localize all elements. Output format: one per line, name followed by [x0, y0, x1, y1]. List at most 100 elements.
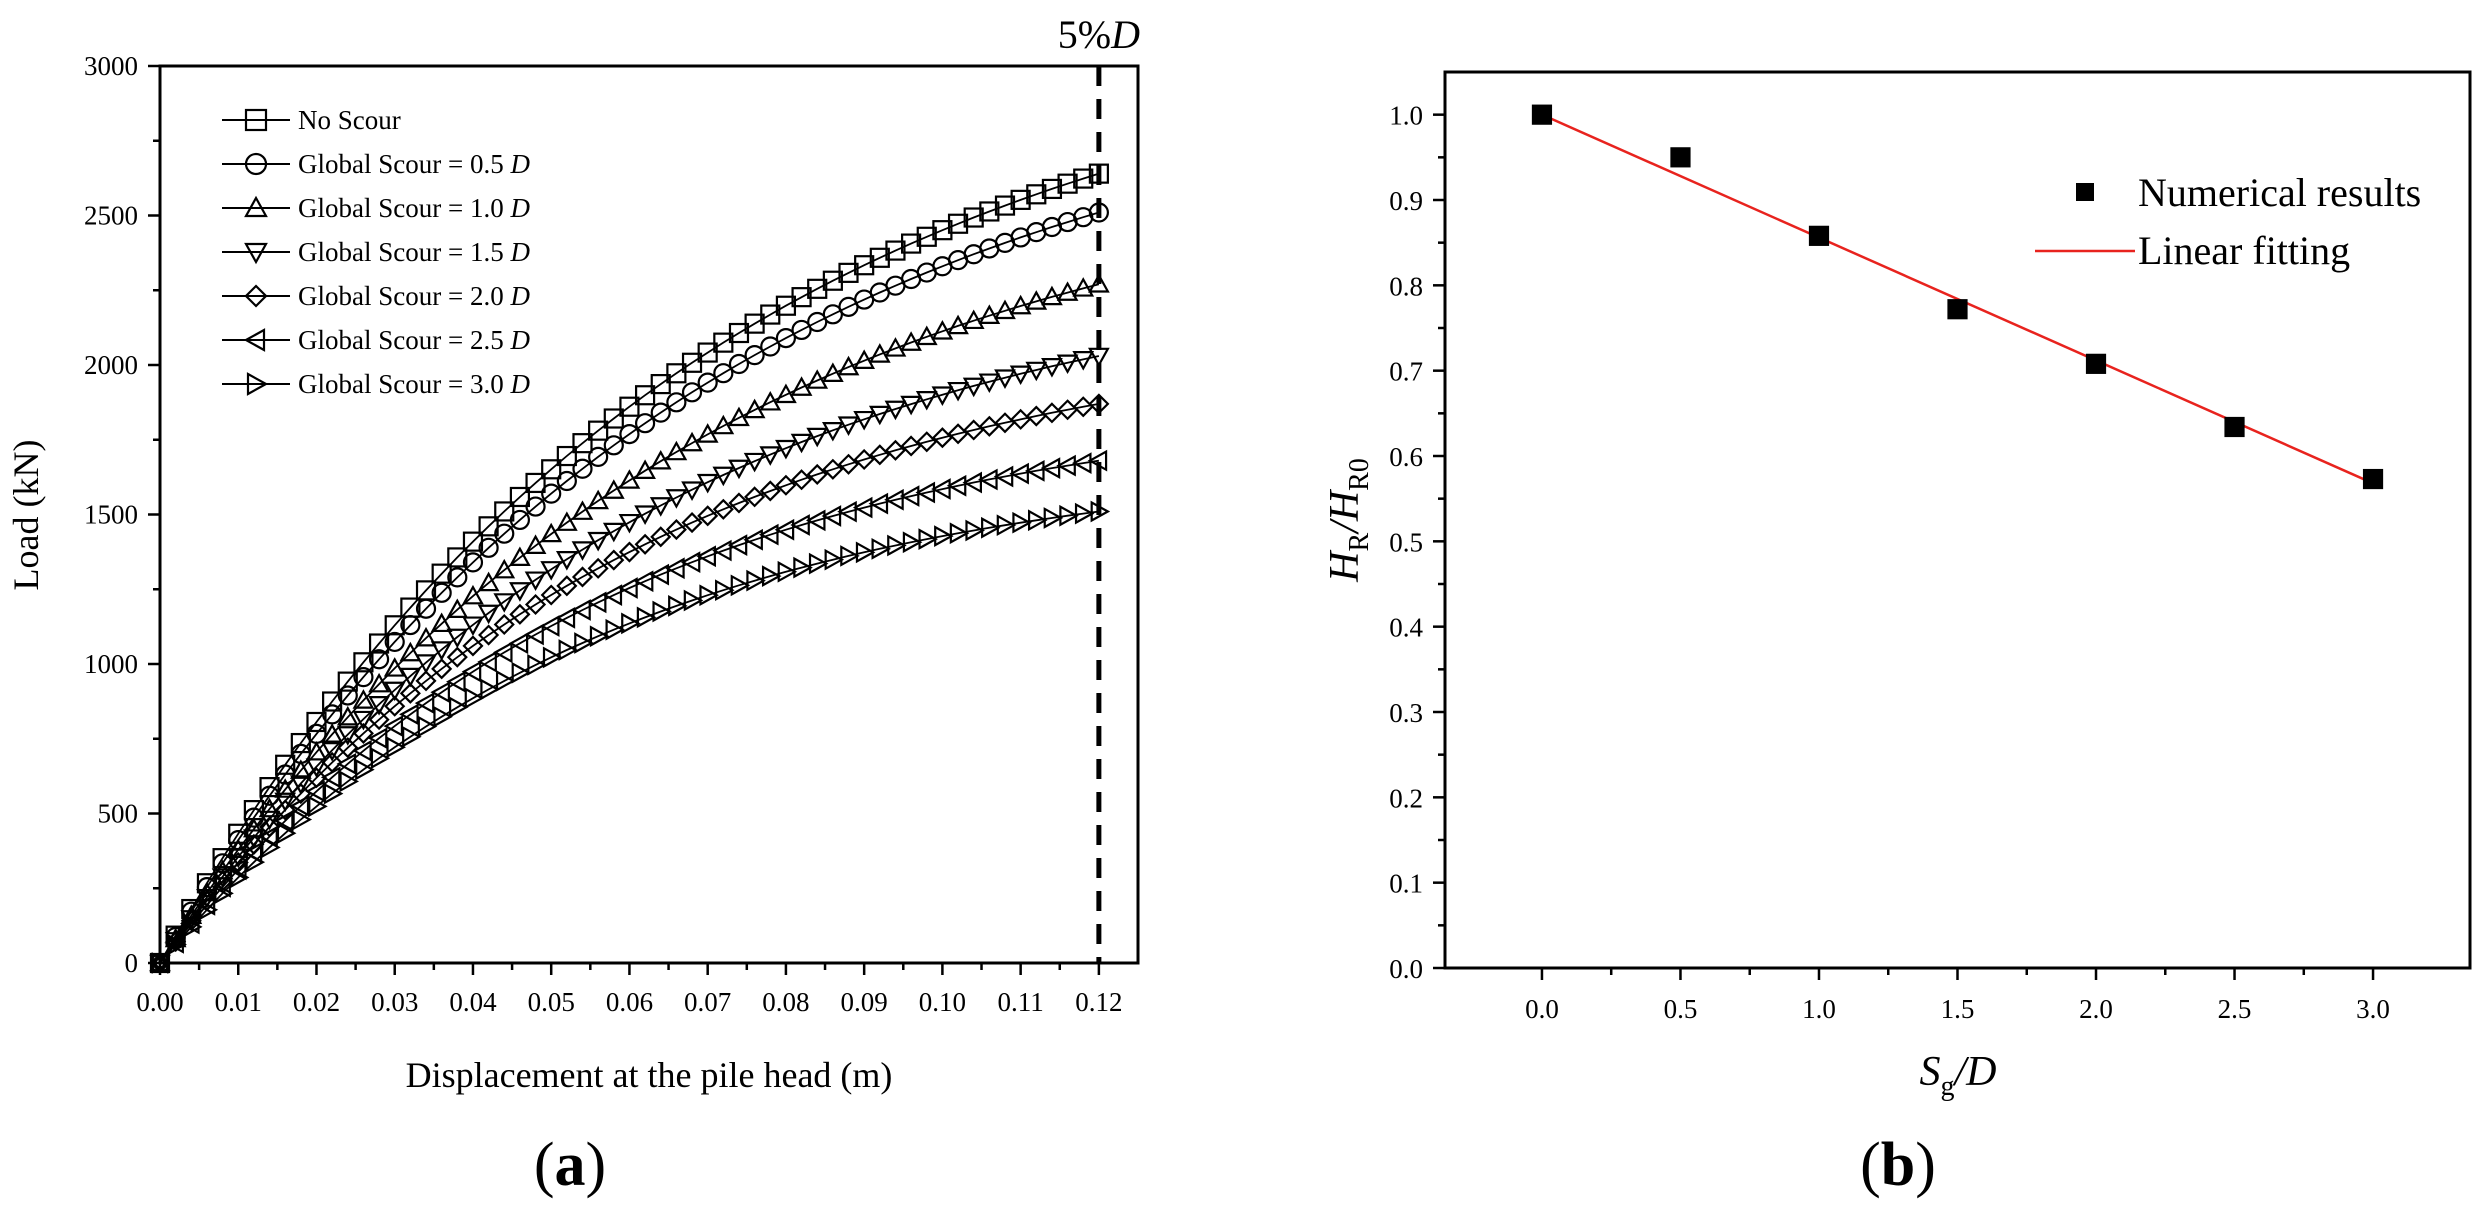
data-marker: [431, 582, 452, 603]
data-marker: [932, 220, 953, 241]
data-marker: [712, 539, 732, 562]
data-marker: [383, 657, 406, 677]
data-marker: [571, 566, 594, 588]
data-marker: [399, 641, 422, 662]
data-marker: [978, 373, 1001, 394]
data-marker: [668, 595, 688, 617]
data-marker: [386, 736, 406, 759]
data-marker: [743, 398, 766, 419]
chart-a-x-ticks: 0.00 0.01 0.02 0.03 0.04 0.05 0.06 0.07 0.08 0.09…: [136, 963, 1123, 1017]
data-marker: [837, 355, 860, 376]
data-marker: [462, 584, 484, 605]
series-line: [159, 172, 1100, 964]
data-marker: [245, 851, 266, 874]
x-tick-label: 0.10: [919, 987, 966, 1017]
data-marker: [918, 528, 939, 551]
data-marker: [978, 468, 998, 491]
data-marker: [665, 519, 687, 541]
data-marker: [790, 376, 813, 396]
data-marker: [852, 496, 873, 519]
data-marker: [979, 201, 1000, 222]
series-line: [159, 510, 1100, 964]
data-marker: [477, 604, 500, 625]
data-marker: [446, 598, 469, 619]
data-point: [1531, 104, 1553, 125]
legend-label: Global Scour = 0.5 D: [298, 149, 530, 179]
data-marker: [462, 635, 484, 657]
data-marker: [1040, 457, 1061, 480]
data-marker: [681, 431, 703, 452]
data-marker: [884, 488, 904, 511]
data-marker: [384, 615, 405, 636]
legend-label: Global Scour = 2.5 D: [298, 325, 530, 355]
y-tick-label: 1.0: [1389, 101, 1423, 131]
data-marker: [1071, 452, 1092, 474]
data-marker: [540, 561, 563, 581]
x-tick-label: 0.08: [762, 987, 809, 1017]
data-marker: [900, 435, 922, 457]
data-marker: [258, 810, 281, 831]
data-marker: [258, 797, 281, 818]
data-marker: [367, 727, 388, 750]
data-point: [2224, 416, 2245, 438]
y-tick-label: 0.1: [1389, 869, 1423, 899]
y-tick-label: 2500: [84, 201, 138, 231]
data-marker: [305, 780, 325, 803]
data-marker: [462, 616, 484, 637]
data-marker: [589, 625, 610, 648]
data-marker: [618, 469, 641, 489]
data-marker: [368, 709, 390, 731]
data-marker: [962, 377, 985, 398]
data-marker: [650, 373, 671, 395]
data-marker: [900, 331, 922, 351]
data-marker: [1025, 290, 1048, 310]
data-marker: [274, 799, 296, 821]
data-marker: [602, 522, 625, 543]
data-marker: [869, 444, 891, 466]
data-marker: [962, 471, 982, 494]
data-marker: [915, 390, 938, 411]
data-marker: [681, 352, 703, 373]
data-marker: [837, 500, 857, 523]
data-marker: [525, 496, 546, 517]
y-tick-label: 0.9: [1389, 186, 1423, 216]
data-marker: [618, 513, 641, 534]
data-point: [1947, 299, 1968, 320]
y-tick-label: 0.2: [1389, 783, 1423, 813]
series-0: [149, 163, 1109, 974]
data-marker: [759, 446, 782, 466]
legend-label: Global Scour = 2.0 D: [298, 281, 530, 311]
data-marker: [261, 836, 281, 859]
data-marker: [806, 463, 828, 485]
data-marker: [728, 406, 750, 427]
data-marker: [447, 567, 468, 588]
data-marker: [415, 654, 437, 674]
data-marker: [634, 385, 656, 406]
data-marker: [571, 541, 594, 561]
data-marker: [195, 894, 216, 916]
data-marker: [743, 528, 763, 551]
data-marker: [370, 747, 391, 770]
chart-b-x-axis-label: Sg/D: [1920, 1049, 1997, 1102]
data-marker: [981, 516, 1001, 539]
data-marker: [587, 489, 610, 510]
data-marker: [681, 382, 703, 403]
data-marker: [916, 431, 938, 453]
data-marker: [916, 226, 937, 247]
data-marker: [571, 599, 591, 621]
legend-label: No Scour: [298, 105, 401, 135]
data-marker: [649, 497, 672, 517]
data-marker: [541, 483, 562, 504]
chart-a-annotation: 5%D: [1058, 12, 1140, 57]
data-marker: [541, 459, 562, 480]
data-marker: [415, 670, 437, 692]
data-marker: [556, 470, 577, 492]
data-point: [1670, 147, 1691, 168]
data-marker: [353, 652, 374, 673]
data-marker: [868, 405, 891, 426]
data-marker: [649, 563, 670, 586]
data-marker: [540, 522, 563, 543]
chart-a-x-axis-label: Displacement at the pile head (m): [406, 1055, 893, 1095]
data-marker: [993, 465, 1014, 488]
chart-a-series: [148, 163, 1111, 975]
